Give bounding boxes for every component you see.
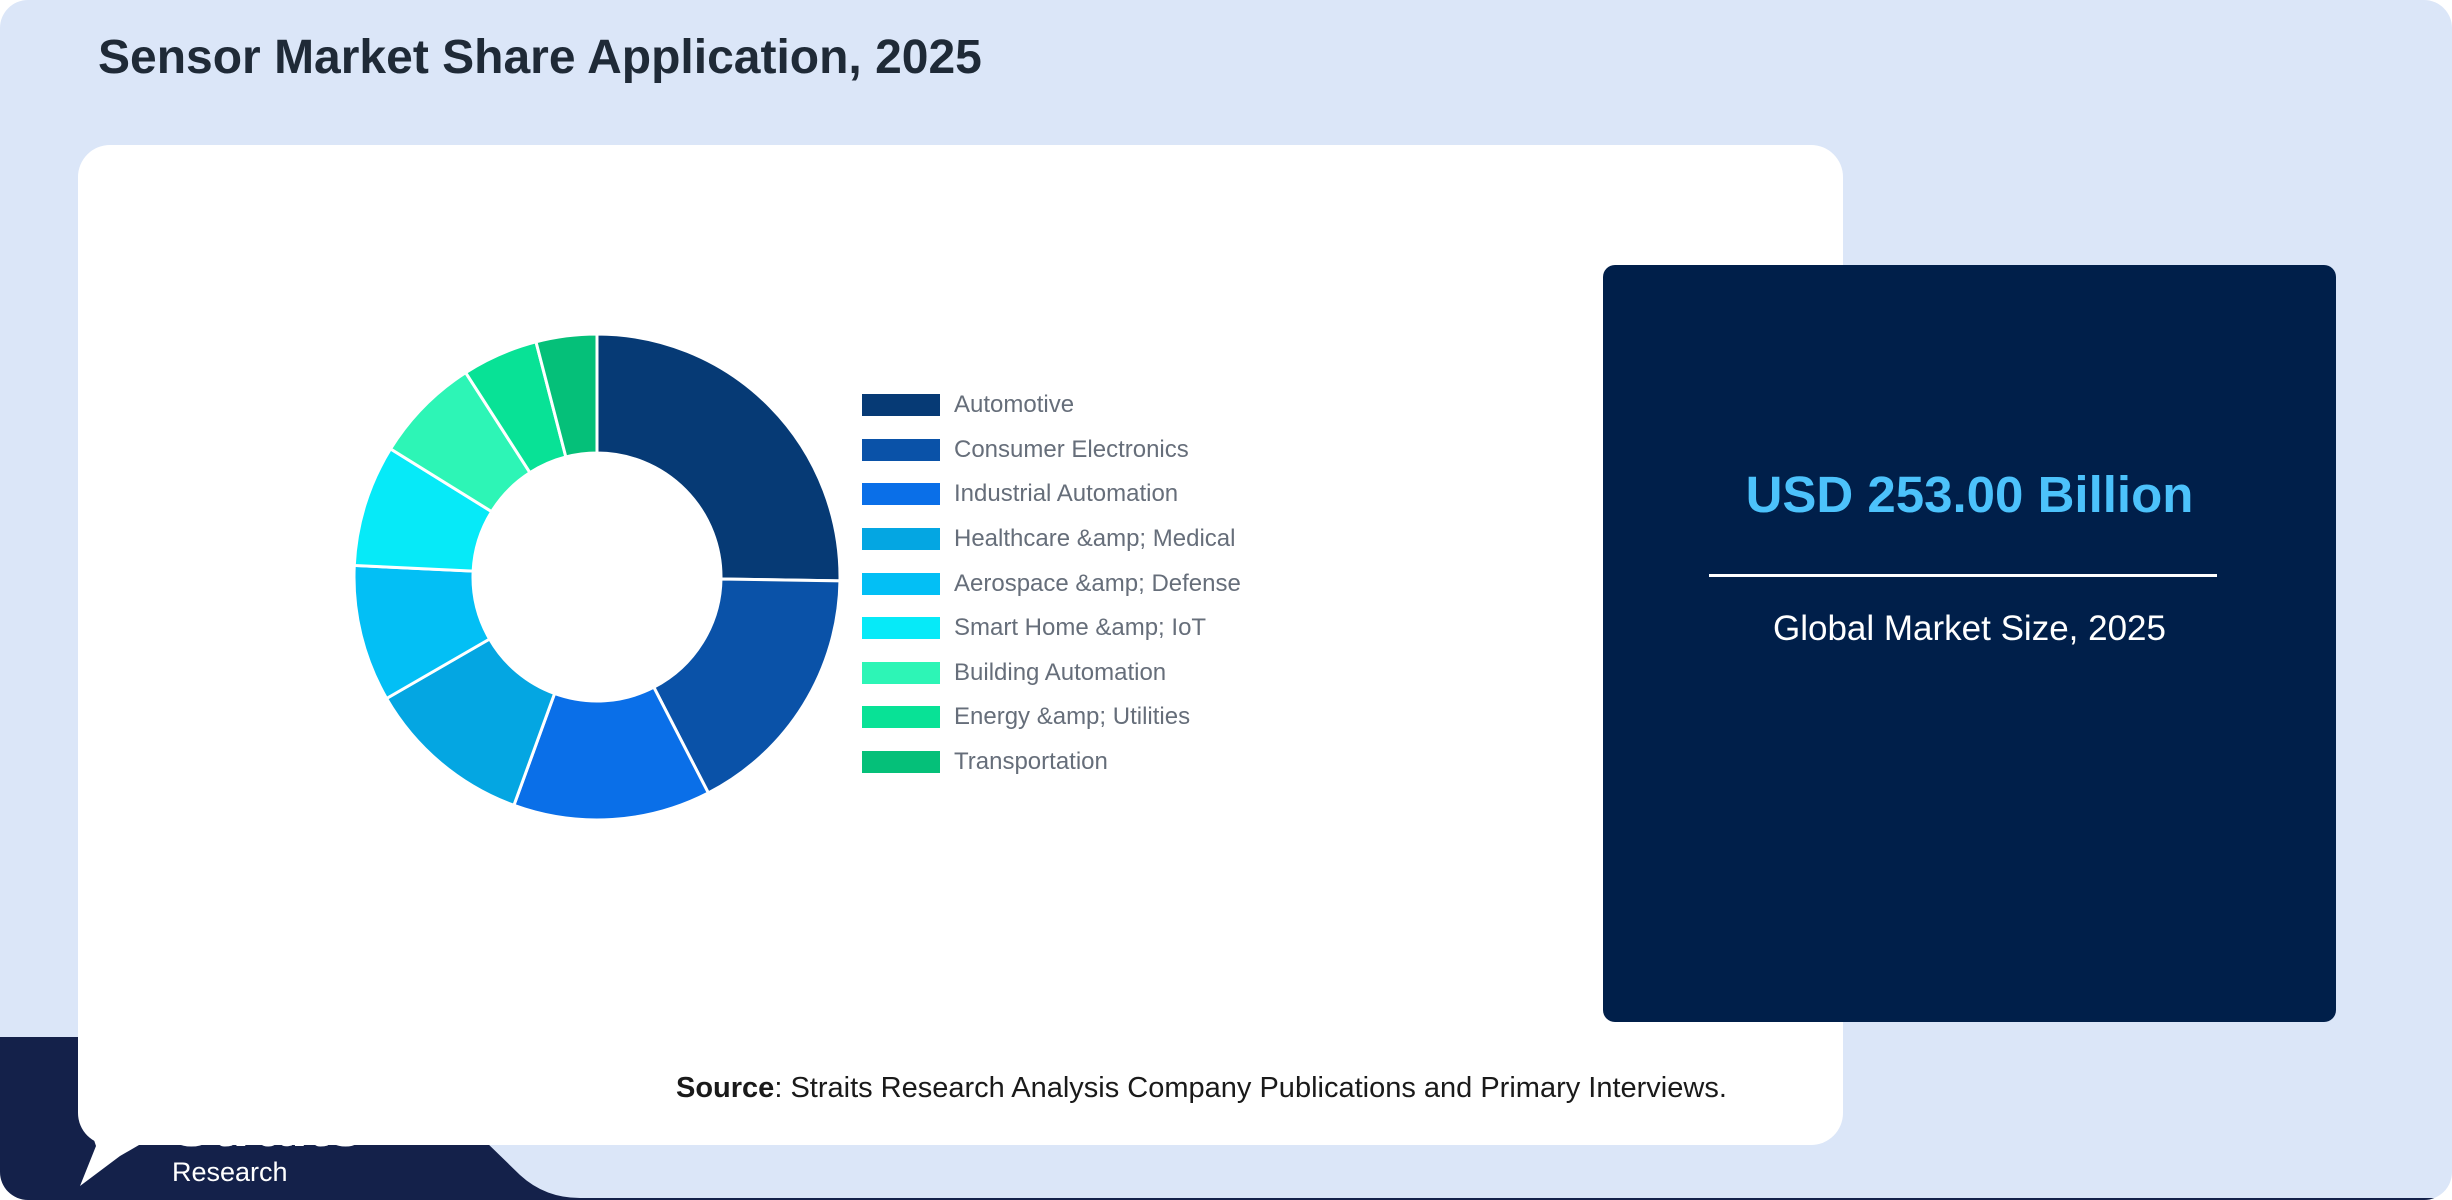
chart-legend: Automotive Consumer Electronics Industrial… — [862, 383, 1241, 784]
legend-label: Transportation — [954, 748, 1108, 776]
legend-swatch — [862, 394, 940, 417]
legend-label: Aerospace &amp; Defense — [954, 569, 1241, 597]
source-line: Source: Straits Research Analysis Compan… — [676, 1072, 1727, 1105]
legend-swatch — [862, 438, 940, 461]
legend-item: Industrial Automation — [862, 472, 1241, 517]
donut-slice-1 — [595, 332, 842, 583]
straits-research-logo: Straits Research — [80, 1089, 400, 1190]
legend-swatch — [862, 706, 940, 729]
legend-item: Energy &amp; Utilities — [862, 695, 1241, 740]
legend-item: Automotive — [862, 383, 1241, 428]
legend-item: Healthcare &amp; Medical — [862, 517, 1241, 562]
logo-wordmark: Straits — [170, 1088, 363, 1160]
legend-label: Smart Home &amp; IoT — [954, 614, 1207, 642]
source-text: : Straits Research Analysis Company Publ… — [774, 1072, 1727, 1104]
market-size-caption: Global Market Size, 2025 — [1773, 609, 2166, 648]
legend-swatch — [862, 528, 940, 551]
market-size-value: USD 253.00 Billion — [1745, 466, 2194, 523]
legend-item: Transportation — [862, 740, 1241, 785]
legend-label: Building Automation — [954, 658, 1167, 686]
legend-item: Consumer Electronics — [862, 428, 1241, 473]
legend-item: Aerospace &amp; Defense — [862, 561, 1241, 606]
donut-chart — [352, 332, 842, 822]
logo-arrow-icon — [80, 1098, 158, 1186]
logo-subtitle: Research — [172, 1157, 288, 1187]
legend-swatch — [862, 572, 940, 595]
legend-item: Smart Home &amp; IoT — [862, 606, 1241, 651]
legend-swatch — [862, 483, 940, 506]
legend-item: Building Automation — [862, 651, 1241, 696]
market-divider — [1709, 574, 2217, 577]
market-size-panel: USD 253.00 Billion Global Market Size, 2… — [1603, 265, 2336, 1022]
legend-label: Energy &amp; Utilities — [954, 703, 1191, 731]
legend-label: Automotive — [954, 391, 1075, 419]
legend-swatch — [862, 751, 940, 774]
donut-slice-2 — [651, 577, 842, 796]
legend-swatch — [862, 617, 940, 640]
legend-swatch — [862, 661, 940, 684]
source-label: Source — [676, 1072, 775, 1104]
legend-label: Healthcare &amp; Medical — [954, 525, 1236, 553]
donut-slice-9 — [534, 332, 599, 459]
page-title: Sensor Market Share Application, 2025 — [98, 31, 982, 84]
legend-label: Industrial Automation — [954, 480, 1179, 508]
legend-label: Consumer Electronics — [954, 435, 1189, 463]
